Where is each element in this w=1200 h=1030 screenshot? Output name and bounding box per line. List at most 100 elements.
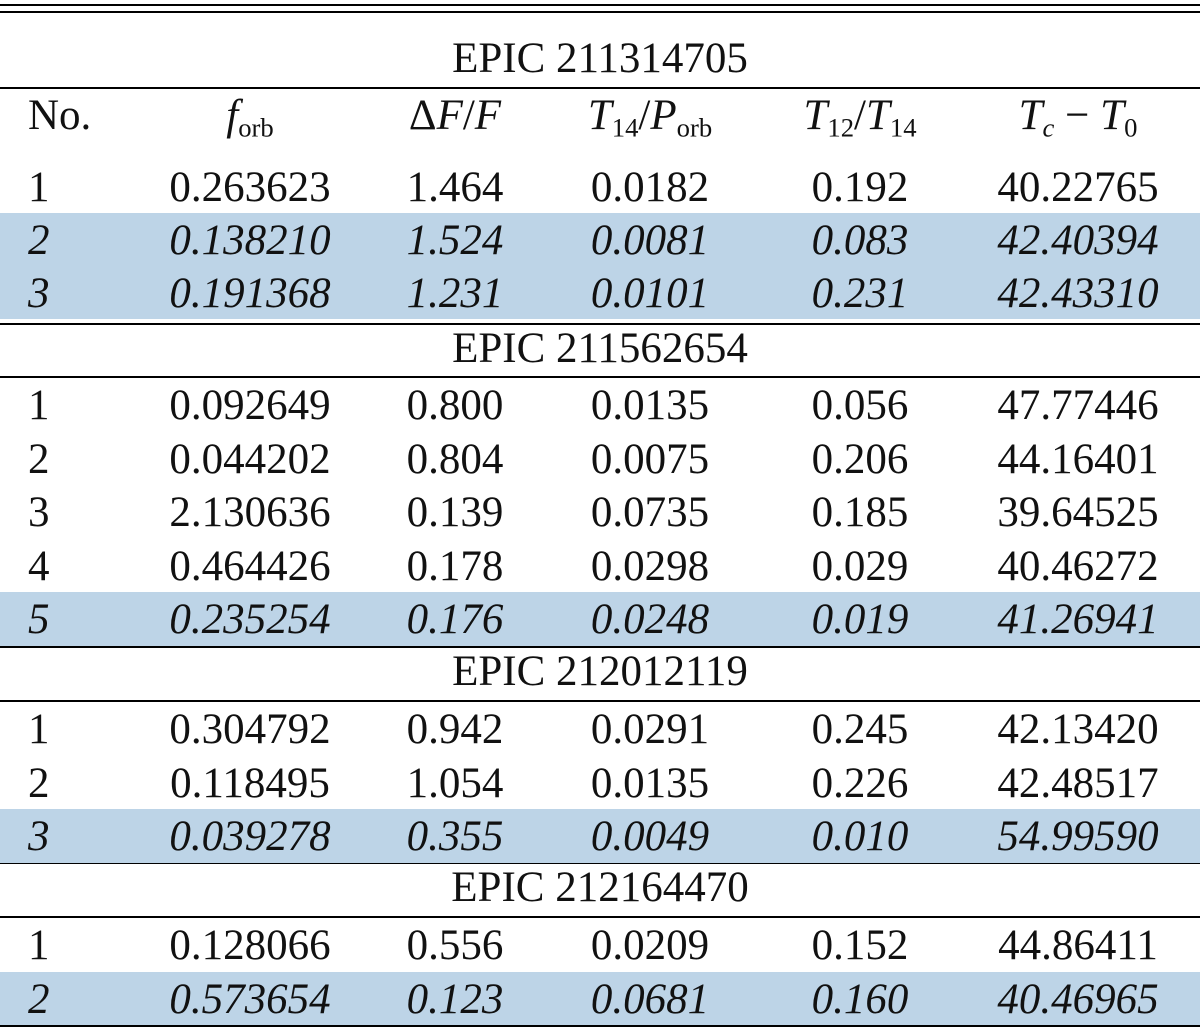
cell-delta-f: 0.178 <box>406 542 504 590</box>
cell-t14-porb: 0.0735 <box>590 489 710 536</box>
col-header-t14-porb: T14/Porb <box>587 92 713 143</box>
cell-f-orb: 0.191368 <box>169 270 331 317</box>
cell-no: 1 <box>28 706 50 753</box>
cell-t12-t14: 0.192 <box>811 164 909 211</box>
cell-t12-t14: 0.010 <box>811 813 909 860</box>
table-row: 3 0.039278 0.355 0.0049 0.010 54.99590 <box>0 809 1200 863</box>
cell-no: 1 <box>28 922 50 969</box>
cell-t14-porb: 0.0248 <box>590 596 710 643</box>
table-row: 1 0.092649 0.800 0.0135 0.056 47.77446 <box>0 378 1200 432</box>
cell-t14-porb: 0.0135 <box>590 759 710 807</box>
cell-t14-porb: 0.0101 <box>590 270 710 317</box>
cell-tc-t0: 44.16401 <box>997 435 1159 483</box>
cell-tc-t0: 42.13420 <box>997 706 1159 753</box>
cell-t12-t14: 0.245 <box>811 706 909 753</box>
group-title: EPIC 211562654 <box>452 325 748 372</box>
table-row: 4 0.464426 0.178 0.0298 0.029 40.46272 <box>0 539 1200 593</box>
cell-no: 1 <box>28 164 50 211</box>
cell-t12-t14: 0.206 <box>811 435 909 483</box>
cell-t12-t14: 0.152 <box>811 922 909 969</box>
rule <box>0 376 1200 378</box>
table-row: 2 0.138210 1.524 0.0081 0.083 42.40394 <box>0 213 1200 266</box>
cell-delta-f: 0.139 <box>406 489 504 536</box>
cell-t14-porb: 0.0049 <box>590 813 710 860</box>
table-row: 1 0.304792 0.942 0.0291 0.245 42.13420 <box>0 702 1200 756</box>
top-rule-inner <box>0 11 1200 13</box>
cell-tc-t0: 40.46965 <box>997 975 1159 1023</box>
rule <box>0 646 1200 648</box>
cell-delta-f: 0.123 <box>406 975 504 1023</box>
cell-t12-t14: 0.056 <box>811 382 909 429</box>
cell-f-orb: 0.235254 <box>169 596 331 643</box>
cell-tc-t0: 44.86411 <box>998 922 1158 969</box>
cell-f-orb: 0.039278 <box>169 813 331 860</box>
top-rule <box>0 4 1200 6</box>
cell-delta-f: 0.176 <box>406 596 504 643</box>
cell-no: 1 <box>28 382 50 429</box>
cell-f-orb: 0.573654 <box>169 975 331 1023</box>
group-title: EPIC 212164470 <box>451 864 749 911</box>
cell-no: 4 <box>28 542 50 590</box>
cell-t12-t14: 0.019 <box>811 596 909 643</box>
cell-delta-f: 1.231 <box>406 270 504 317</box>
rule <box>0 323 1200 325</box>
cell-no: 2 <box>28 759 50 807</box>
cell-f-orb: 0.464426 <box>169 542 331 590</box>
cell-no: 2 <box>28 435 50 483</box>
group-title: EPIC 212012119 <box>452 648 748 695</box>
cell-f-orb: 2.130636 <box>169 489 331 536</box>
col-header-tc-t0: Tc − T0 <box>1018 92 1138 143</box>
cell-delta-f: 0.804 <box>406 435 504 483</box>
rule <box>0 700 1200 702</box>
table-row: 1 0.128066 0.556 0.0209 0.152 44.86411 <box>0 918 1200 972</box>
cell-delta-f: 0.355 <box>406 813 504 860</box>
cell-delta-f: 0.800 <box>406 382 504 429</box>
cell-f-orb: 0.092649 <box>169 382 331 429</box>
cell-t14-porb: 0.0075 <box>590 435 710 483</box>
cell-delta-f: 0.556 <box>406 922 504 969</box>
cell-t12-t14: 0.083 <box>811 217 909 264</box>
col-header-delta-f: ΔF/F <box>408 92 502 139</box>
cell-t14-porb: 0.0135 <box>590 382 710 429</box>
cell-t14-porb: 0.0298 <box>590 542 710 590</box>
cell-no: 5 <box>28 596 50 643</box>
cell-t12-t14: 0.160 <box>811 975 909 1023</box>
cell-no: 2 <box>28 217 50 264</box>
cell-tc-t0: 42.48517 <box>997 759 1159 807</box>
col-header-no: No. <box>28 92 92 139</box>
table-row: 2 0.044202 0.804 0.0075 0.206 44.16401 <box>0 432 1200 486</box>
cell-t14-porb: 0.0209 <box>590 922 710 969</box>
cell-f-orb: 0.118495 <box>170 759 330 807</box>
cell-delta-f: 1.524 <box>406 217 504 264</box>
table-row: 2 0.118495 1.054 0.0135 0.226 42.48517 <box>0 756 1200 810</box>
header-row: No. forb ΔF/F T14/Porb T12/T14 Tc − T0 <box>0 90 1200 144</box>
cell-tc-t0: 42.40394 <box>997 217 1159 264</box>
cell-t12-t14: 0.226 <box>811 759 909 807</box>
cell-t12-t14: 0.231 <box>811 270 909 317</box>
cell-no: 3 <box>28 813 50 860</box>
cell-t14-porb: 0.0182 <box>590 164 710 211</box>
bottom-rule <box>0 1025 1200 1027</box>
col-header-f-orb: forb <box>226 92 274 143</box>
cell-delta-f: 1.464 <box>406 164 504 211</box>
cell-t14-porb: 0.0291 <box>590 706 710 753</box>
table-row: 5 0.235254 0.176 0.0248 0.019 41.26941 <box>0 592 1200 646</box>
cell-delta-f: 0.942 <box>406 706 504 753</box>
cell-tc-t0: 40.46272 <box>997 542 1159 590</box>
table-row: 3 2.130636 0.139 0.0735 0.185 39.64525 <box>0 485 1200 539</box>
cell-f-orb: 0.263623 <box>169 164 331 211</box>
group-title: EPIC 211314705 <box>452 35 748 82</box>
cell-f-orb: 0.304792 <box>169 706 331 753</box>
cell-tc-t0: 39.64525 <box>997 489 1159 536</box>
table-row: 1 0.263623 1.464 0.0182 0.192 40.22765 <box>0 160 1200 213</box>
cell-no: 3 <box>28 270 50 317</box>
cell-t14-porb: 0.0081 <box>590 217 710 264</box>
col-header-t12-t14: T12/T14 <box>803 92 917 143</box>
cell-f-orb: 0.138210 <box>169 217 331 264</box>
cell-no: 2 <box>28 975 50 1023</box>
cell-t12-t14: 0.029 <box>811 542 909 590</box>
cell-tc-t0: 42.43310 <box>997 270 1159 317</box>
cell-t12-t14: 0.185 <box>811 489 909 536</box>
rule <box>0 87 1200 89</box>
